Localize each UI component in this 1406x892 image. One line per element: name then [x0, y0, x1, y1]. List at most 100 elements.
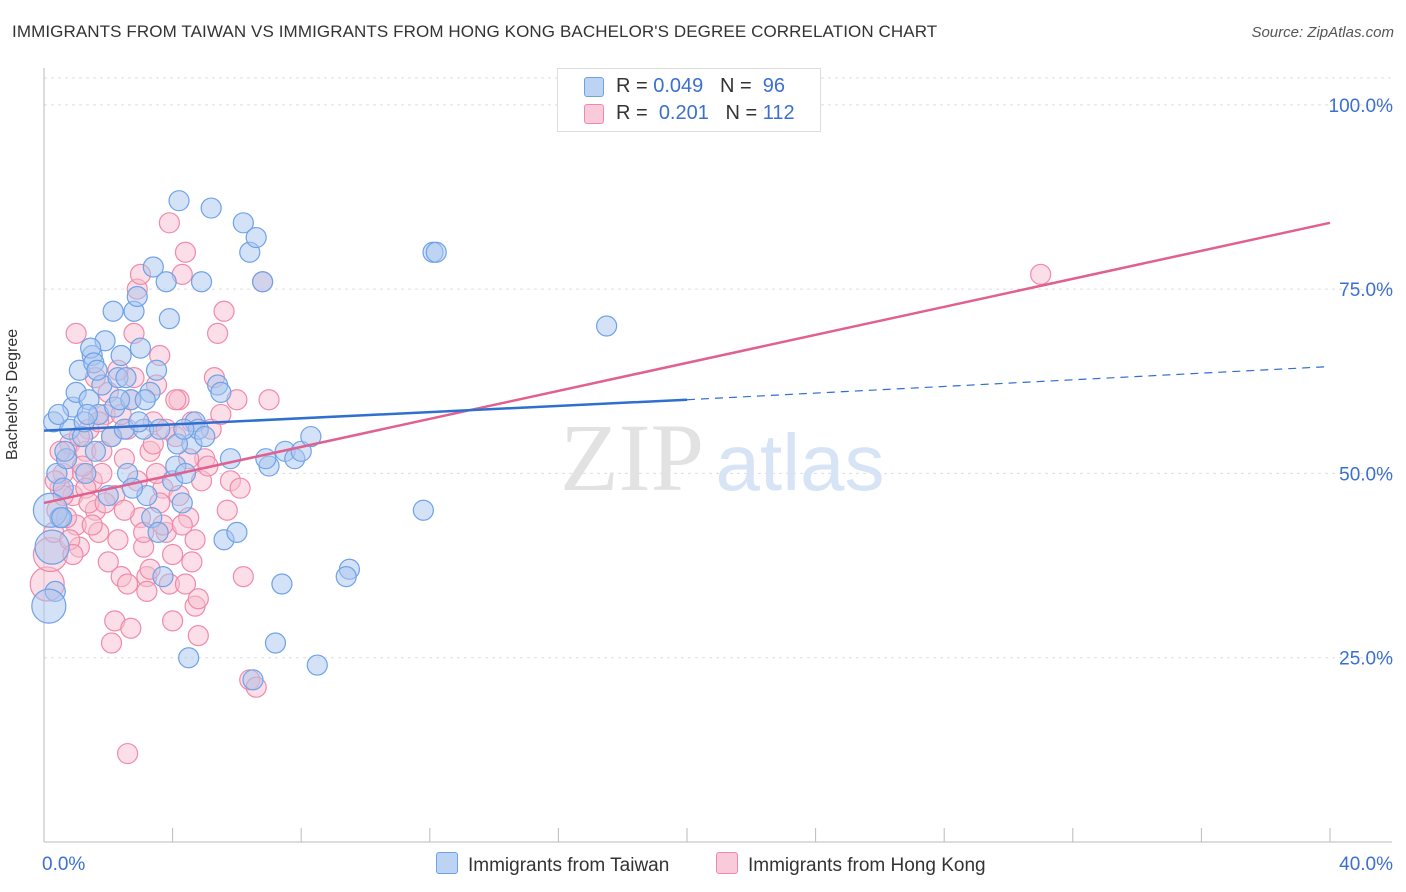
taiwan-point — [190, 271, 213, 293]
legend-item-hong-kong: Immigrants from Hong Kong — [716, 852, 986, 877]
hong-kong-legend-label: Immigrants from Hong Kong — [748, 855, 986, 876]
taiwan-point — [232, 212, 254, 234]
legend-item-taiwan: Immigrants from Taiwan — [436, 852, 669, 877]
taiwan-legend-swatch — [436, 852, 458, 874]
x-tick-label: 0.0% — [42, 854, 85, 875]
taiwan-point — [152, 566, 174, 588]
hong-kong-trend-line — [43, 221, 1331, 505]
x-tick-label: 40.0% — [1339, 854, 1393, 875]
y-axis-label: Bachelor's Degree — [4, 328, 21, 460]
hk-n-label: N = — [725, 102, 758, 124]
hong-kong-point — [81, 514, 103, 536]
hong-kong-point — [162, 543, 184, 566]
hong-kong-point — [1030, 263, 1052, 285]
taiwan-point — [142, 256, 164, 278]
taiwan-point — [210, 381, 232, 403]
taiwan-point — [128, 411, 150, 433]
hong-kong-point — [165, 389, 187, 411]
taiwan-point — [245, 226, 267, 249]
taiwan-point — [200, 197, 222, 219]
y-tick-label: 75.0% — [1339, 280, 1393, 301]
trend-lines — [43, 221, 1331, 505]
taiwan-point — [149, 418, 171, 440]
taiwan-n-label: N = — [719, 75, 752, 97]
y-tick-label: 25.0% — [1339, 649, 1393, 670]
hong-kong-point — [158, 212, 180, 234]
axes — [43, 68, 1392, 843]
hong-kong-point — [184, 529, 206, 551]
taiwan-point — [242, 669, 264, 691]
taiwan-point — [168, 190, 190, 212]
taiwan-point — [155, 271, 177, 293]
hong-kong-point — [116, 573, 139, 595]
hong-kong-point — [232, 566, 254, 588]
hong-kong-point — [116, 742, 139, 765]
taiwan-point — [425, 241, 447, 263]
taiwan-point — [158, 308, 180, 330]
hong-kong-point — [216, 499, 238, 521]
taiwan-point — [412, 499, 434, 521]
hong-kong-point — [120, 617, 142, 639]
hk-r-label: R = — [616, 102, 648, 124]
hong-kong-point — [113, 499, 135, 521]
hong-kong-point — [213, 300, 235, 322]
hong-kong-point — [162, 610, 184, 632]
taiwan-r-value: 0.049 — [653, 75, 704, 97]
taiwan-point — [255, 448, 277, 470]
taiwan-point — [51, 507, 73, 529]
taiwan-point — [171, 492, 193, 514]
hong-kong-point — [171, 514, 193, 536]
taiwan-n-value: 96 — [762, 75, 786, 97]
hong-kong-point — [181, 551, 203, 573]
y-tick-label: 50.0% — [1339, 464, 1393, 485]
y-tick-label: 100.0% — [1329, 96, 1394, 117]
taiwan-point — [226, 521, 248, 544]
taiwan-point — [54, 440, 76, 462]
hong-kong-point — [207, 322, 229, 344]
hong-kong-point — [187, 588, 209, 610]
hk-r-value: 0.201 — [658, 102, 709, 124]
hong-kong-point — [258, 389, 280, 411]
taiwan-point — [102, 300, 124, 322]
hong-kong-point — [174, 573, 197, 595]
taiwan-point — [271, 573, 293, 595]
taiwan-legend-label: Immigrants from Taiwan — [468, 855, 670, 876]
hong-kong-point — [210, 403, 232, 426]
chart-title: IMMIGRANTS FROM TAIWAN VS IMMIGRANTS FRO… — [12, 22, 938, 41]
taiwan-point — [47, 403, 70, 426]
taiwan-point — [108, 389, 131, 411]
taiwan-point — [145, 359, 168, 381]
hong-kong-point — [100, 632, 123, 654]
hong-kong-legend-swatch — [716, 852, 738, 874]
taiwan-point — [126, 285, 148, 308]
watermark: ZIP atlas — [560, 404, 884, 511]
hong-kong-swatch — [584, 104, 604, 124]
taiwan-point — [34, 529, 70, 565]
taiwan-trend-line — [43, 398, 688, 432]
hong-kong-point — [107, 529, 129, 551]
watermark-zip: ZIP — [560, 404, 704, 511]
taiwan-point — [84, 440, 107, 462]
taiwan-point — [76, 403, 99, 426]
taiwan-point — [31, 588, 67, 624]
taiwan-trend-extension — [686, 365, 1331, 401]
hong-kong-point — [65, 322, 87, 344]
taiwan-point — [306, 654, 328, 676]
tick-labels: 25.0% 50.0% 75.0% 100.0% 0.0% 40.0% — [42, 96, 1393, 875]
hong-kong-point — [187, 624, 209, 647]
source-label: Source: ZipAtlas.com — [1251, 24, 1394, 41]
taiwan-point — [86, 359, 108, 381]
taiwan-point — [110, 344, 132, 367]
taiwan-point — [75, 462, 97, 485]
taiwan-point — [129, 337, 152, 359]
taiwan-point — [219, 448, 242, 470]
hong-kong-point — [97, 551, 119, 573]
taiwan-point — [335, 566, 357, 588]
hong-kong-point — [229, 477, 251, 499]
taiwan-point — [300, 425, 322, 448]
taiwan-point — [194, 425, 216, 448]
hk-n-value: 112 — [762, 102, 795, 124]
watermark-atlas: atlas — [716, 418, 885, 507]
taiwan-point — [115, 367, 137, 389]
